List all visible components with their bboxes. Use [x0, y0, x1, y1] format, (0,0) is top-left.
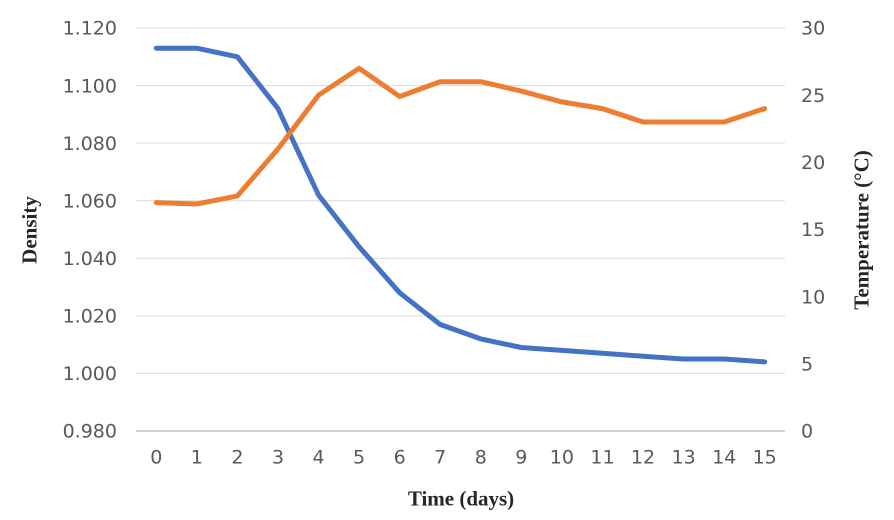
x-axis-tick-label: 8: [475, 447, 487, 469]
x-axis-tick-label: 7: [434, 447, 446, 469]
x-axis-tick-label: 0: [150, 447, 162, 469]
x-axis-tick-label: 2: [231, 447, 243, 469]
density-line-series: [153, 45, 768, 365]
x-axis-tick-label: 10: [550, 447, 574, 469]
y-axis-left-tick-label: 1.080: [63, 133, 117, 155]
x-axis-tick-label: 4: [312, 447, 324, 469]
y-axis-right-tick-label: 20: [801, 152, 825, 174]
y-axis-left-tick-label: 1.020: [63, 306, 117, 328]
x-axis-tick-label: 15: [753, 447, 777, 469]
x-axis-tick-label: 11: [590, 447, 614, 469]
y-axis-left-tick-label: 1.060: [63, 190, 117, 212]
temperature-line-series: [153, 65, 768, 207]
y-axis-left-tick-label: 0.980: [63, 421, 117, 443]
x-axis-tick-label: 9: [515, 447, 527, 469]
y-axis-left-tick-label: 1.100: [63, 75, 117, 97]
y-axis-right-tick-label: 25: [801, 85, 825, 107]
y-axis-right-tick-label: 5: [801, 353, 813, 375]
y-axis-right-title: Temperature (°C): [849, 150, 874, 310]
y-axis-left-title: Density: [17, 196, 42, 264]
y-axis-right-tick-label: 0: [801, 421, 813, 443]
y-axis-left-tick-label: 1.120: [63, 18, 117, 40]
x-axis-tick-label: 6: [394, 447, 406, 469]
y-axis-left-tick-label: 1.040: [63, 248, 117, 270]
x-axis-tick-label: 5: [353, 447, 365, 469]
x-axis-title: Time (days): [407, 486, 515, 511]
y-axis-right-tick-label: 10: [801, 286, 825, 308]
x-axis-tick-label: 13: [672, 447, 696, 469]
y-axis-left-tick-label: 1.000: [63, 363, 117, 385]
y-axis-right-tick-label: 15: [801, 219, 825, 241]
x-axis-tick-label: 3: [272, 447, 284, 469]
y-axis-right-tick-label: 30: [801, 18, 825, 40]
x-axis-tick-label: 14: [712, 447, 736, 469]
x-axis-tick-label: 1: [191, 447, 203, 469]
x-axis-tick-label: 12: [631, 447, 655, 469]
